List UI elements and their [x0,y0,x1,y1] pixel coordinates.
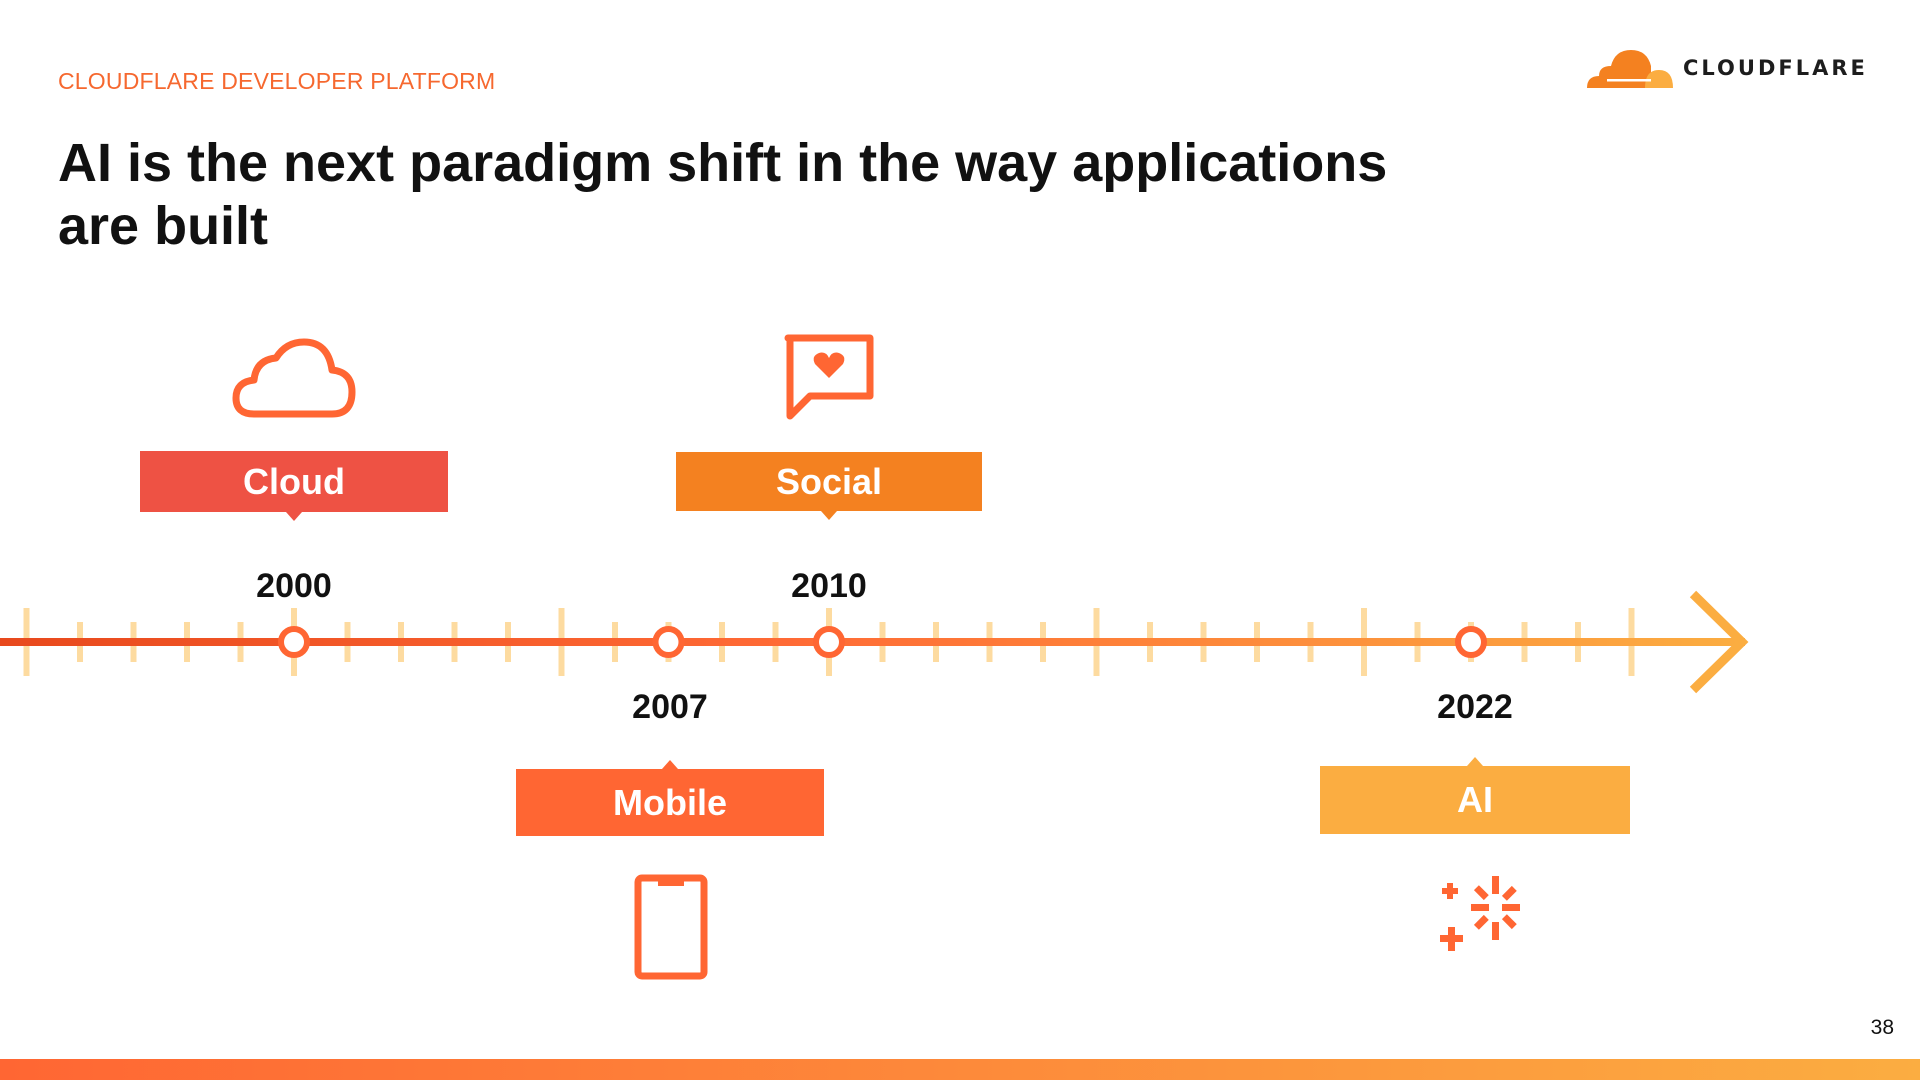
year-2010: 2010 [791,567,867,605]
page-number: 38 [1870,1016,1894,1039]
logo-text: CLOUDFLARE [1683,56,1868,80]
eyebrow-label: CLOUDFLARE DEVELOPER PLATFORM [58,68,496,94]
label-text: AI [1457,779,1493,820]
label-text: Social [775,460,883,502]
year-2000: 2000 [256,567,332,605]
milestone-label-cloud: Cloud [140,451,448,521]
phone-icon [634,874,708,980]
cloudflare-logo: CLOUDFLARE [1585,46,1868,90]
arrow-head-icon [1689,590,1749,694]
timeline-line [0,638,1745,646]
milestone-label-mobile: Mobile [516,760,824,836]
page-title: AI is the next paradigm shift in the way… [58,133,1388,256]
marker-2010 [813,626,845,658]
marker-2022 [1455,626,1487,658]
marker-2000 [278,626,310,658]
milestone-label-ai: AI [1320,757,1630,834]
sparkle-icon [1440,876,1520,951]
year-2007: 2007 [632,688,708,726]
bottom-accent-bar [0,1059,1920,1080]
milestone-label-social: Social [676,452,982,520]
label-text: Mobile [613,781,727,823]
heart-chat-icon [784,334,874,420]
year-2022: 2022 [1437,688,1513,726]
cloudflare-cloud-icon [1587,50,1673,88]
marker-2007 [652,626,685,658]
label-text: Cloud [243,460,345,502]
cloud-icon [232,338,356,418]
